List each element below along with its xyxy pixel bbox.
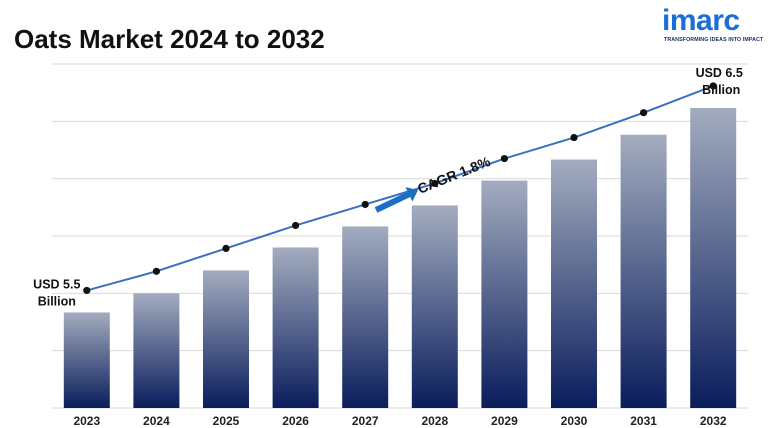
trend-point-2024 bbox=[152, 267, 160, 275]
trend-point-2030 bbox=[570, 133, 578, 142]
x-tick-label-2027: 2027 bbox=[352, 414, 379, 428]
x-tick-label-2024: 2024 bbox=[143, 414, 170, 428]
bar-2030 bbox=[551, 159, 597, 408]
x-tick-label-2026: 2026 bbox=[282, 414, 309, 428]
cagr-arrow-icon bbox=[374, 187, 419, 213]
trend-point-2028 bbox=[431, 179, 439, 188]
bar-2023 bbox=[63, 312, 110, 408]
x-tick-label-2032: 2032 bbox=[700, 414, 727, 428]
bar-2028 bbox=[411, 205, 458, 408]
trend-point-2027 bbox=[361, 200, 369, 209]
trend-point-2023 bbox=[83, 286, 91, 295]
bar-2029 bbox=[481, 180, 528, 408]
x-tick-label-2030: 2030 bbox=[561, 414, 588, 428]
chart-title: Oats Market 2024 to 2032 bbox=[14, 24, 325, 54]
x-tick-label-2028: 2028 bbox=[421, 414, 448, 428]
x-tick-label-2023: 2023 bbox=[73, 414, 100, 428]
end-value-label-line1: USD 6.5 bbox=[696, 66, 743, 80]
trend-point-2026 bbox=[292, 221, 300, 230]
start-value-label-line2: Billion bbox=[38, 294, 76, 308]
trend-point-2029 bbox=[500, 154, 508, 163]
start-value-label-line1: USD 5.5 bbox=[33, 277, 80, 291]
bar-2027 bbox=[342, 226, 389, 408]
bar-2025 bbox=[203, 270, 249, 408]
x-tick-label-2031: 2031 bbox=[630, 414, 657, 428]
trend-point-2031 bbox=[640, 109, 648, 117]
bar-2024 bbox=[133, 293, 180, 408]
imarc-logo: imarc TRANSFORMING IDEAS INTO IMPACT bbox=[662, 4, 763, 48]
trend-point-2032 bbox=[709, 82, 717, 90]
bar-2026 bbox=[272, 247, 319, 408]
logo-tagline: TRANSFORMING IDEAS INTO IMPACT bbox=[664, 37, 764, 43]
x-tick-label-2029: 2029 bbox=[491, 414, 518, 428]
cagr-label: CAGR 1.8% bbox=[415, 153, 493, 197]
x-tick-label-2025: 2025 bbox=[213, 414, 240, 428]
trend-line bbox=[86, 85, 714, 292]
bar-2032 bbox=[690, 107, 737, 408]
end-value-label-line2: Billion bbox=[702, 83, 740, 97]
logo-wordmark: imarc bbox=[662, 4, 740, 37]
trend-point-2025 bbox=[222, 244, 230, 252]
bar-2031 bbox=[620, 134, 667, 408]
